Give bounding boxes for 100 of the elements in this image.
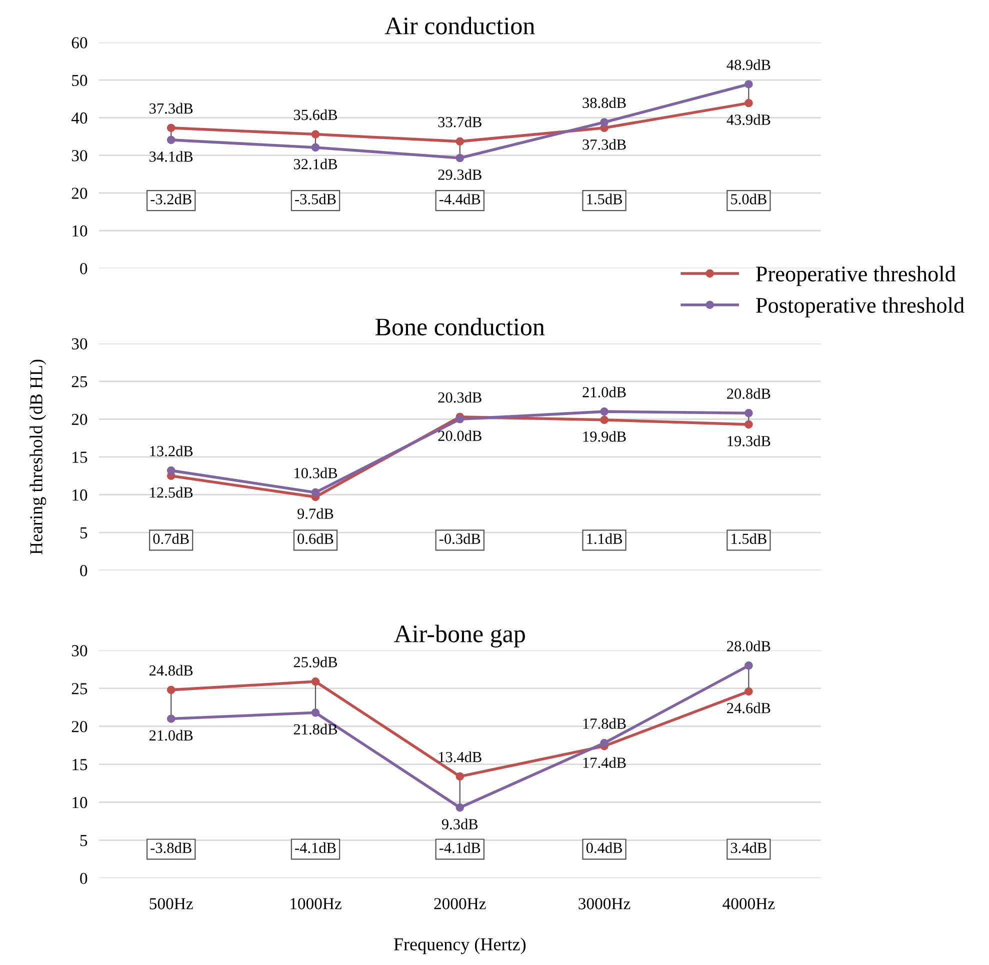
data-label: 34.1dB: [150, 151, 193, 162]
point: [456, 803, 464, 812]
data-label: 9.3dB: [442, 818, 478, 830]
point: [600, 738, 608, 748]
point: [744, 687, 753, 696]
annotation: 3.4dB: [730, 842, 766, 854]
annotation: 5.0dB: [731, 194, 766, 204]
y-tick-label: 20: [72, 414, 88, 426]
y-tick-label: 0: [80, 262, 88, 274]
data-label: 19.9dB: [583, 431, 626, 442]
point: [600, 118, 608, 126]
data-label: 48.9dB: [726, 59, 770, 70]
y-tick-label: 20: [72, 188, 88, 199]
data-label: 37.3dB: [150, 102, 193, 114]
y-tick-label: 0: [80, 565, 88, 576]
data-label: 32.1dB: [294, 158, 338, 170]
y-tick-label: 15: [72, 759, 88, 770]
data-label: 19.3dB: [728, 436, 770, 446]
y-tick-label: 30: [72, 645, 88, 656]
annotation: -4.4dB: [439, 194, 480, 204]
y-tick-label: 10: [72, 796, 88, 808]
x-tick-label: 3000Hz: [578, 898, 630, 910]
point: [166, 466, 176, 475]
data-label: 24.6dB: [727, 702, 770, 714]
data-label: 21.8dB: [294, 724, 338, 735]
annotation: 1.5dB: [587, 194, 622, 204]
point: [744, 80, 753, 88]
annotation: -3.5dB: [295, 194, 336, 204]
data-label: 9.7dB: [298, 508, 334, 519]
annotation: -4.1dB: [439, 842, 480, 854]
chart-title: Bone conduction: [376, 318, 545, 336]
data-label: 20.3dB: [438, 392, 482, 403]
annotation: -3.2dB: [150, 194, 192, 204]
y-tick-label: 40: [71, 112, 88, 124]
y-tick-label: 5: [80, 527, 88, 538]
data-label: 25.9dB: [294, 656, 338, 668]
y-tick-label: 30: [72, 338, 88, 350]
data-label: 33.7dB: [438, 116, 482, 128]
y-tick-label: 15: [72, 452, 88, 463]
y-tick-label: 30: [72, 150, 88, 162]
data-label: 38.8dB: [582, 97, 626, 108]
x-tick-label: 500Hz: [150, 898, 193, 910]
y-tick-label: 10: [72, 489, 88, 501]
point: [311, 488, 320, 497]
annotation: 0.7dB: [153, 533, 189, 544]
data-label: 20.0dB: [438, 430, 482, 442]
annotation: -4.1dB: [295, 842, 336, 854]
data-label: 28.0dB: [727, 640, 770, 652]
data-label: 20.8dB: [727, 388, 770, 399]
y-tick-label: 25: [72, 683, 88, 694]
y-tick-label: 0: [80, 872, 88, 884]
point: [744, 661, 753, 670]
data-label: 29.3dB: [438, 169, 482, 180]
x-tick-label: 4000Hz: [722, 898, 775, 910]
point: [456, 137, 464, 146]
point: [311, 708, 320, 717]
data-label: 21.0dB: [582, 386, 626, 398]
x-tick-label: 1000Hz: [290, 898, 342, 910]
y-tick-label: 20: [72, 721, 88, 732]
data-label: 12.5dB: [150, 486, 193, 498]
data-label: 10.3dB: [294, 467, 338, 478]
point: [166, 686, 176, 694]
data-label: 43.9dB: [726, 114, 770, 125]
point: [456, 154, 464, 162]
annotation: 0.4dB: [586, 842, 622, 854]
legend-label: Postoperative threshold: [756, 297, 964, 318]
annotation: 1.1dB: [587, 533, 622, 544]
chart-title: Air conduction: [384, 16, 535, 34]
data-label: 13.4dB: [438, 751, 482, 762]
data-label: 21.0dB: [149, 730, 193, 741]
point: [744, 408, 753, 418]
data-label: 17.4dB: [583, 757, 626, 768]
data-label: 13.2dB: [150, 446, 193, 456]
x-tick-label: 2000Hz: [434, 898, 486, 910]
data-label: 37.3dB: [582, 139, 626, 150]
point: [311, 143, 320, 152]
annotation: -3.8dB: [150, 842, 192, 854]
point: [166, 124, 176, 132]
point: [166, 714, 176, 723]
point: [600, 416, 608, 424]
point: [456, 772, 464, 781]
annotation: -0.3dB: [439, 533, 480, 544]
point: [166, 136, 176, 144]
y-tick-label: 10: [72, 225, 88, 237]
y-tick-label: 50: [72, 74, 88, 86]
annotation: 1.5dB: [732, 533, 766, 544]
x-axis-title: Frequency (Hertz): [394, 938, 526, 954]
y-axis-title: Hearing threshold (dB HL): [30, 360, 46, 554]
point: [311, 677, 320, 686]
y-tick-label: 60: [72, 37, 88, 48]
y-tick-label: 5: [80, 835, 88, 846]
data-label: 35.6dB: [294, 109, 338, 120]
point: [744, 98, 753, 108]
data-label: 24.8dB: [149, 664, 193, 676]
y-tick-label: 25: [72, 376, 88, 388]
annotation: 0.6dB: [298, 533, 334, 544]
chart-title: Air-bone gap: [394, 624, 525, 648]
data-label: 17.8dB: [583, 718, 626, 729]
point: [311, 130, 320, 138]
point: [600, 407, 608, 416]
